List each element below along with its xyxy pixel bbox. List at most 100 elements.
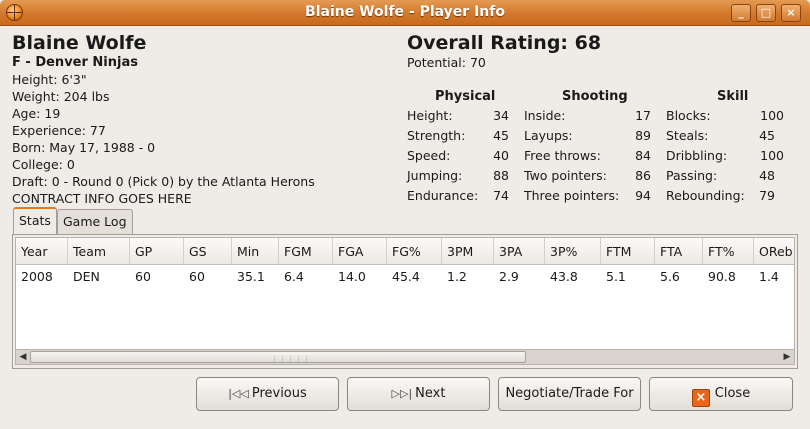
player-experience: Experience: 77 xyxy=(12,123,106,138)
column-header[interactable]: OReb xyxy=(759,244,793,259)
column-header[interactable]: 3PM xyxy=(442,238,494,265)
player-weight: Weight: 204 lbs xyxy=(12,89,110,104)
table-cell: 5.1 xyxy=(606,269,626,284)
horizontal-scrollbar[interactable]: ◀ ⋮⋮⋮⋮⋮ ▶ xyxy=(16,349,794,364)
table-cell: 90.8 xyxy=(708,269,736,284)
close-label: Close xyxy=(714,386,751,401)
rating-value: 45 xyxy=(759,128,775,143)
rating-value: 17 xyxy=(635,108,651,123)
table-cell: 1.4 xyxy=(759,269,779,284)
rating-value: 84 xyxy=(635,148,651,163)
negotiate-label: Negotiate/Trade For xyxy=(505,386,634,401)
stats-table: Year Team GP GS Min FGM FGA FG% 3PM 3PA … xyxy=(15,237,795,365)
scroll-left-arrow-icon[interactable]: ◀ xyxy=(19,352,27,362)
scrollbar-grip: ⋮⋮⋮⋮⋮ xyxy=(271,355,311,363)
table-cell: 35.1 xyxy=(237,269,265,284)
column-header[interactable]: FTA xyxy=(655,238,703,265)
rating-value: 34 xyxy=(493,108,509,123)
column-header[interactable]: FTM xyxy=(601,238,655,265)
rating-label: Inside: xyxy=(524,108,566,123)
rating-value: 40 xyxy=(493,148,509,163)
player-height: Height: 6'3" xyxy=(12,72,87,87)
rating-label: Two pointers: xyxy=(524,168,607,183)
physical-heading: Physical xyxy=(435,89,496,104)
next-button[interactable]: ▷▷| Next xyxy=(347,377,490,411)
rating-label: Free throws: xyxy=(524,148,601,163)
table-cell: 2008 xyxy=(21,269,53,284)
stats-table-header: Year Team GP GS Min FGM FGA FG% 3PM 3PA … xyxy=(16,238,794,265)
rating-value: 100 xyxy=(760,108,784,123)
player-born: Born: May 17, 1988 - 0 xyxy=(12,140,156,155)
player-position-team: F - Denver Ninjas xyxy=(12,55,138,70)
title-bar: Blaine Wolfe - Player Info _ □ × xyxy=(0,0,810,26)
rating-value: 94 xyxy=(635,188,651,203)
player-age: Age: 19 xyxy=(12,106,61,121)
previous-label: Previous xyxy=(251,386,307,401)
rating-label: Layups: xyxy=(524,128,573,143)
player-contract: CONTRACT INFO GOES HERE xyxy=(12,191,192,206)
scroll-right-arrow-icon[interactable]: ▶ xyxy=(783,352,791,362)
table-cell: 14.0 xyxy=(338,269,366,284)
rating-value: 100 xyxy=(760,148,784,163)
table-cell: 5.6 xyxy=(660,269,680,284)
rating-value: 86 xyxy=(635,168,651,183)
rating-label: Jumping: xyxy=(407,168,463,183)
skip-forward-icon: ▷▷| xyxy=(391,387,413,400)
basketball-app-icon xyxy=(6,4,23,21)
column-header[interactable]: 3P% xyxy=(545,238,601,265)
column-header[interactable]: FGA xyxy=(333,238,387,265)
player-draft: Draft: 0 - Round 0 (Pick 0) by the Atlan… xyxy=(12,174,315,189)
overall-rating: Overall Rating: 68 xyxy=(407,32,602,54)
table-cell: 43.8 xyxy=(550,269,578,284)
table-cell: 2.9 xyxy=(499,269,519,284)
skip-back-icon: |◁◁ xyxy=(228,387,249,400)
tab-stats[interactable]: Stats xyxy=(13,207,57,235)
rating-value: 74 xyxy=(493,188,509,203)
negotiate-trade-button[interactable]: Negotiate/Trade For xyxy=(498,377,641,411)
rating-label: Passing: xyxy=(666,168,718,183)
column-header[interactable]: Year xyxy=(16,238,68,265)
table-cell: 6.4 xyxy=(284,269,304,284)
skill-heading: Skill xyxy=(717,89,749,104)
column-header[interactable]: Team xyxy=(68,238,130,265)
column-header[interactable]: 3PA xyxy=(494,238,545,265)
table-cell: 60 xyxy=(135,269,151,284)
rating-label: Steals: xyxy=(666,128,709,143)
rating-label: Speed: xyxy=(407,148,451,163)
table-cell: DEN xyxy=(73,269,100,284)
rating-value: 48 xyxy=(759,168,775,183)
rating-value: 89 xyxy=(635,128,651,143)
rating-label: Three pointers: xyxy=(524,188,620,203)
shooting-heading: Shooting xyxy=(562,89,628,104)
tab-game-log[interactable]: Game Log xyxy=(57,209,133,234)
rating-value: 45 xyxy=(493,128,509,143)
column-header[interactable]: Min xyxy=(232,238,279,265)
minimize-button[interactable]: _ xyxy=(731,4,751,22)
maximize-button[interactable]: □ xyxy=(756,4,776,22)
player-name: Blaine Wolfe xyxy=(12,32,147,54)
player-college: College: 0 xyxy=(12,157,75,172)
rating-value: 88 xyxy=(493,168,509,183)
rating-label: Rebounding: xyxy=(666,188,745,203)
rating-label: Height: xyxy=(407,108,453,123)
column-header[interactable]: GP xyxy=(130,238,184,265)
rating-label: Blocks: xyxy=(666,108,711,123)
stats-panel: Year Team GP GS Min FGM FGA FG% 3PM 3PA … xyxy=(12,234,798,369)
rating-label: Dribbling: xyxy=(666,148,728,163)
window-close-button[interactable]: × xyxy=(781,4,801,22)
close-button[interactable]: × Close xyxy=(649,377,793,411)
next-label: Next xyxy=(415,386,446,401)
rating-label: Endurance: xyxy=(407,188,479,203)
column-header[interactable]: FT% xyxy=(703,238,754,265)
potential-rating: Potential: 70 xyxy=(407,55,486,70)
previous-button[interactable]: |◁◁ Previous xyxy=(196,377,339,411)
close-icon: × xyxy=(691,389,710,407)
table-cell: 1.2 xyxy=(447,269,467,284)
column-header[interactable]: GS xyxy=(184,238,232,265)
window-title: Blaine Wolfe - Player Info xyxy=(305,4,505,20)
column-header[interactable]: FGM xyxy=(279,238,333,265)
scrollbar-thumb[interactable]: ⋮⋮⋮⋮⋮ xyxy=(30,351,526,363)
table-cell: 60 xyxy=(189,269,205,284)
column-header[interactable]: FG% xyxy=(387,238,442,265)
rating-value: 79 xyxy=(759,188,775,203)
